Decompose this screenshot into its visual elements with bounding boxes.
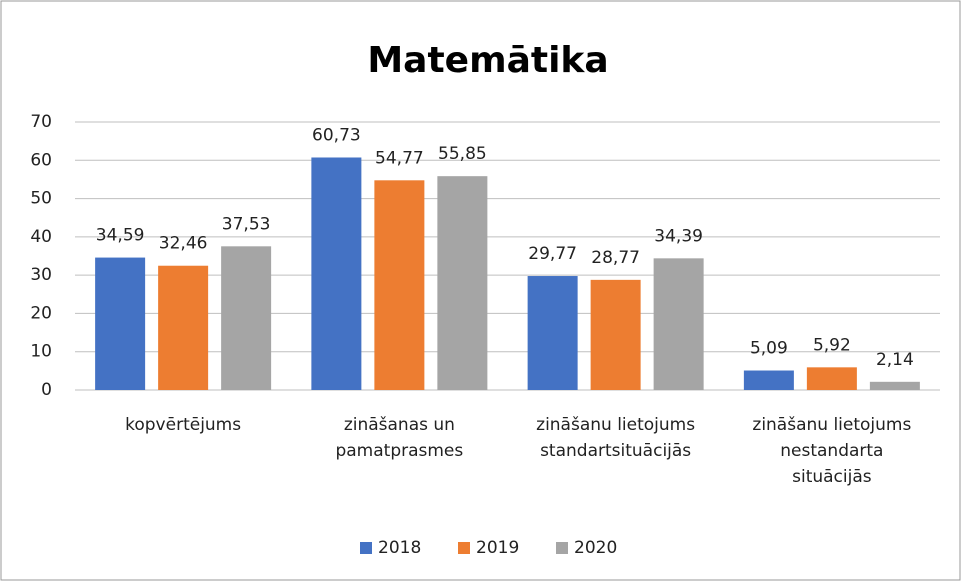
data-label: 37,53 (222, 214, 271, 234)
chart-title: Matemātika (367, 40, 608, 81)
data-label: 54,77 (375, 148, 424, 168)
x-tick-label: zināšanu lietojums standartsituācijās (536, 415, 696, 461)
bar (527, 276, 578, 390)
bar (869, 381, 920, 390)
bar (743, 370, 794, 390)
bar (311, 157, 362, 390)
x-tick-label: kopvērtējums (125, 415, 242, 435)
y-tick-label: 70 (30, 112, 52, 132)
data-label: 34,39 (654, 226, 703, 246)
legend-label: 2019 (476, 538, 519, 558)
data-label: 55,85 (438, 144, 487, 164)
data-label: 34,59 (96, 226, 145, 246)
bar (374, 180, 425, 390)
legend-label: 2020 (574, 538, 617, 558)
data-label: 28,77 (591, 248, 640, 268)
data-label: 60,73 (312, 125, 361, 145)
y-tick-label: 20 (30, 303, 52, 323)
data-label: 29,77 (528, 244, 577, 264)
y-tick-label: 0 (41, 380, 52, 400)
bar (95, 257, 146, 390)
bar (590, 279, 641, 390)
y-tick-label: 40 (30, 227, 52, 247)
y-tick-label: 60 (30, 150, 52, 170)
y-tick-label: 10 (30, 342, 52, 362)
legend-swatch (458, 542, 470, 554)
data-label: 32,46 (159, 234, 208, 254)
data-label: 2,14 (876, 350, 914, 370)
data-label: 5,09 (750, 339, 788, 359)
bar (806, 367, 857, 390)
legend-swatch (360, 542, 372, 554)
y-tick-label: 50 (30, 189, 52, 209)
x-tick-label: zināšanu lietojums nestandarta situācijā… (752, 415, 912, 487)
y-tick-label: 30 (30, 265, 52, 285)
legend-label: 2018 (378, 538, 421, 558)
x-tick-label: zināšanas un pamatprasmes (335, 415, 464, 461)
data-label: 5,92 (813, 335, 851, 355)
bar (437, 176, 488, 390)
bar (158, 265, 209, 390)
bar (653, 258, 704, 390)
bar (221, 246, 272, 390)
legend-swatch (556, 542, 568, 554)
